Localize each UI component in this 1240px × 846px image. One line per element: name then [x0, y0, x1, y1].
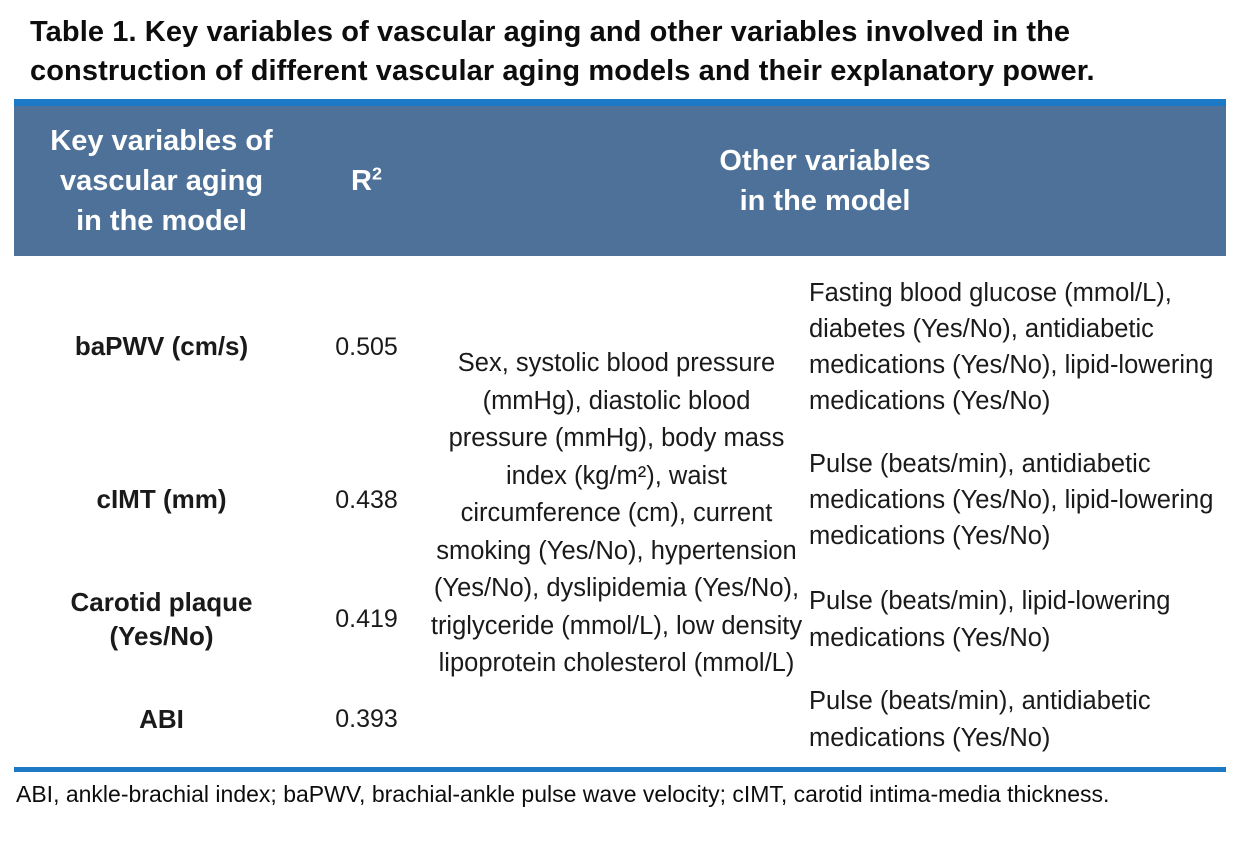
header-cell-other-variables: Other variables in the model [719, 145, 931, 218]
shared-variables-cell: Sex, systolic blood pressure (mmHg), dia… [430, 349, 803, 678]
row-other-variables: Fasting blood glucose (mmol/L), diabetes… [809, 278, 1214, 416]
row-r2-value: 0.505 [335, 332, 398, 361]
table-title: Table 1. Key variables of vascular aging… [30, 16, 1095, 87]
row-key-variable: ABI [139, 703, 184, 734]
row-key-variable: baPWV (cm/s) [74, 331, 249, 362]
row-other-variables: Pulse (beats/min), antidiabetic medicati… [809, 687, 1151, 752]
header-cell-key-variables: Key variables of vascular aging in the m… [50, 125, 273, 238]
r2-label-base: R [351, 165, 372, 198]
vascular-aging-table: Key variables of vascular aging in the m… [14, 99, 1226, 767]
row-key-variable: cIMT (mm) [96, 484, 227, 515]
table-header-row: Key variables of vascular aging in the m… [14, 99, 1226, 257]
table-body: Sex, systolic blood pressure (mmHg), dia… [14, 256, 1226, 767]
header-cell-r2: R2 [309, 161, 424, 201]
table-footnote: ABI, ankle-brachial index; baPWV, brachi… [16, 781, 1110, 808]
row-r2-value: 0.419 [335, 605, 398, 634]
row-other-variables: Pulse (beats/min), antidiabetic medicati… [809, 449, 1214, 551]
row-r2-value: 0.393 [335, 705, 398, 734]
bottom-divider-line [14, 767, 1226, 773]
row-other-variables: Pulse (beats/min), lipid-lowering medica… [809, 587, 1171, 652]
row-r2-value: 0.438 [335, 485, 398, 514]
row-key-variable: Carotid plaque (Yes/No) [70, 586, 253, 651]
r2-label-superscript: 2 [371, 163, 382, 184]
